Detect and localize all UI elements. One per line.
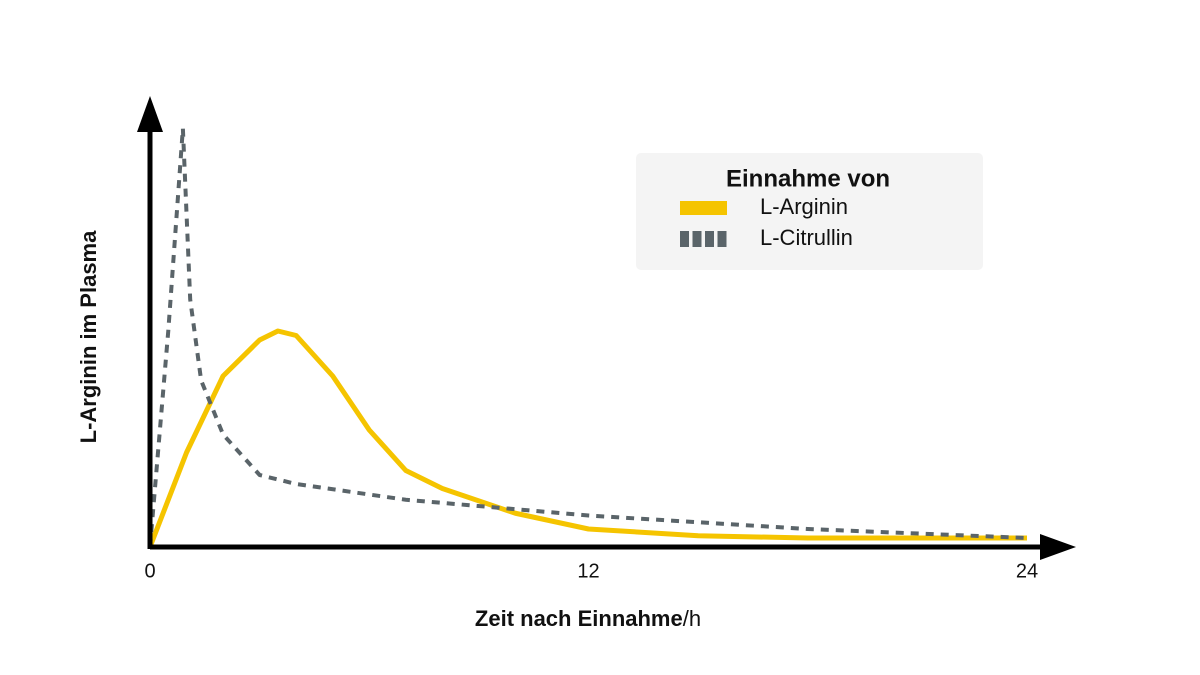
legend-swatch	[717, 231, 727, 247]
y-axis-label: L-Arginin im Plasma	[76, 230, 101, 443]
legend-swatch	[692, 231, 702, 247]
x-axis-label: Zeit nach Einnahme/h	[475, 606, 701, 631]
x-axis-unit: /h	[683, 606, 701, 631]
x-tick-label: 12	[577, 560, 599, 582]
legend-swatch	[680, 201, 727, 215]
legend-swatch	[680, 231, 689, 247]
x-tick-label: 0	[144, 560, 155, 582]
data-line	[147, 328, 1027, 548]
x-axis-label-text: Zeit nach Einnahme	[475, 606, 683, 631]
legend-label: L-Arginin	[760, 194, 848, 219]
x-tick-label: 24	[1016, 560, 1038, 582]
legend-swatch	[705, 231, 714, 247]
legend-title: Einnahme von	[726, 165, 890, 192]
legend-label: L-Citrullin	[760, 225, 853, 250]
y-axis-arrow	[137, 96, 163, 132]
x-axis-arrow	[1040, 534, 1076, 560]
